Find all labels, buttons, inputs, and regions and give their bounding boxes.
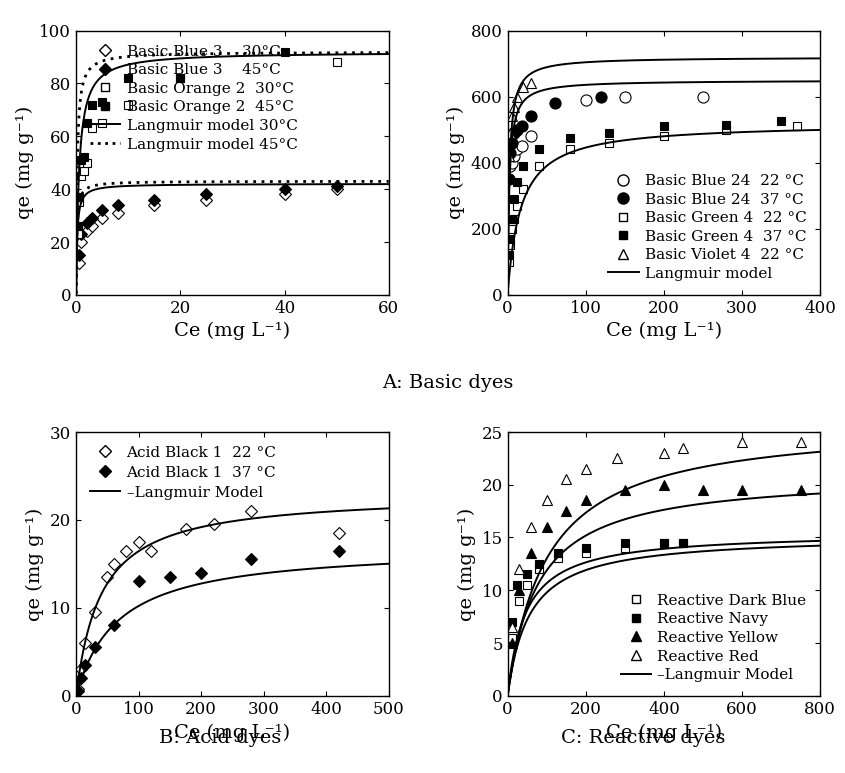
Text: B: Acid dyes: B: Acid dyes <box>159 729 281 747</box>
Y-axis label: qe (mg g⁻¹): qe (mg g⁻¹) <box>457 507 476 621</box>
Y-axis label: qe (mg g⁻¹): qe (mg g⁻¹) <box>15 106 34 220</box>
Legend: Basic Blue 24  22 °C, Basic Blue 24  37 °C, Basic Green 4  22 °C, Basic Green 4 : Basic Blue 24 22 °C, Basic Blue 24 37 °C… <box>602 168 812 287</box>
Y-axis label: qe (mg g⁻¹): qe (mg g⁻¹) <box>26 507 45 621</box>
Legend: Acid Black 1  22 °C, Acid Black 1  37 °C, –Langmuir Model: Acid Black 1 22 °C, Acid Black 1 37 °C, … <box>84 440 282 506</box>
X-axis label: Ce (mg L⁻¹): Ce (mg L⁻¹) <box>174 723 291 741</box>
Text: C: Reactive dyes: C: Reactive dyes <box>560 729 724 747</box>
X-axis label: Ce (mg L⁻¹): Ce (mg L⁻¹) <box>174 322 291 340</box>
Legend: Reactive Dark Blue, Reactive Navy, Reactive Yellow, Reactive Red, –Langmuir Mode: Reactive Dark Blue, Reactive Navy, React… <box>614 587 812 688</box>
Legend: Basic Blue 3    30°C, Basic Blue 3    45°C, Basic Orange 2  30°C, Basic Orange 2: Basic Blue 3 30°C, Basic Blue 3 45°C, Ba… <box>84 39 303 158</box>
Y-axis label: qe (mg g⁻¹): qe (mg g⁻¹) <box>447 106 465 220</box>
X-axis label: Ce (mg L⁻¹): Ce (mg L⁻¹) <box>605 322 722 340</box>
Text: A: Basic dyes: A: Basic dyes <box>382 373 514 392</box>
X-axis label: Ce (mg L⁻¹): Ce (mg L⁻¹) <box>605 723 722 741</box>
